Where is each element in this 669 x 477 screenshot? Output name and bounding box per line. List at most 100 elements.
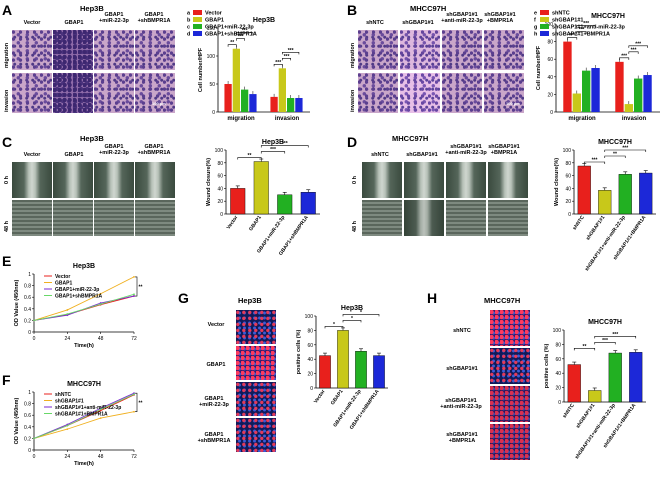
F-line-series-2 xyxy=(33,392,135,439)
G-bar-ytick-label-4: 80 xyxy=(307,328,313,334)
micrograph-b-shntc-migration xyxy=(358,30,398,70)
B-bar-legend-key-3: h xyxy=(534,32,538,38)
E-line-sig-label-0: ** xyxy=(139,284,143,290)
D-bar-bar-2 xyxy=(618,174,632,215)
B-bar-bar-0-3 xyxy=(591,68,600,112)
G-bar-ytick-label-0: 0 xyxy=(310,386,313,392)
micrograph-b-shntc-invasion xyxy=(358,73,398,113)
E-line-ytick-label-4: 0.8 xyxy=(24,284,31,290)
panel-h-row-3: shGBAP1#1 +BMPR1A xyxy=(446,432,478,444)
H-bar-xtick-label-0: shNTC xyxy=(562,402,576,419)
E-line-legend-label-0: Vector xyxy=(55,274,70,280)
scale-bar-b: 100 μm xyxy=(506,101,520,106)
wound-d-shntc-48h xyxy=(362,200,402,236)
panel-b-col-2: shGBAP1#1 +anti-miR-22-3p xyxy=(441,12,483,24)
E-line-point-3-2 xyxy=(99,303,102,306)
F-line-ylabel: OD Value (450nm) xyxy=(14,397,20,444)
D-bar-ytick-label-2: 40 xyxy=(565,186,571,192)
F-line-legend-label-2: shGBAP1#1+anti-miR-22-3p xyxy=(55,405,121,411)
fluor-g-gbap1 xyxy=(236,346,276,380)
B-bar-bar-0-2 xyxy=(582,70,591,112)
G-bar-bar-3 xyxy=(373,355,385,389)
C-bar-ytick-label-0: 0 xyxy=(220,212,223,218)
C-bar-xtick-label-0: Vector xyxy=(226,215,240,231)
wound-d-shntc-0h xyxy=(362,162,402,198)
wound-c-sh-48h xyxy=(135,200,175,236)
F-line-point-1-3 xyxy=(133,410,135,413)
E-line-xlabel: Time(h) xyxy=(74,343,94,349)
B-bar-ytick-label-3: 60 xyxy=(547,57,553,63)
E-line-title: Hep3B xyxy=(73,263,95,270)
panel-a-col-2: GBAP1 +miR-22-3p xyxy=(99,12,129,24)
C-bar-ylabel: Wound closure(%) xyxy=(206,158,212,206)
F-line-point-3-0 xyxy=(33,437,35,440)
B-bar-ytick-label-0: 0 xyxy=(550,110,553,116)
A-bar-sig-bracket-1 xyxy=(236,38,245,41)
G-bar-sig-bracket-2 xyxy=(342,314,380,317)
micrograph-b-shgbap1-migration xyxy=(400,30,440,70)
micrograph-b-anti-migration xyxy=(442,30,482,70)
panel-label-g: G xyxy=(178,290,189,306)
G-bar-ytick-label-3: 60 xyxy=(307,343,313,349)
C-bar-bar-1 xyxy=(253,161,269,215)
G-bar-ytick-label-5: 100 xyxy=(305,314,314,320)
H-bar-ytick-label-0: 0 xyxy=(558,400,561,406)
panel-label-e: E xyxy=(2,253,12,269)
F-line-point-1-2 xyxy=(99,417,102,419)
D-bar-ytick-label-4: 80 xyxy=(565,161,571,167)
panel-label-c: C xyxy=(2,134,13,150)
G-bar-ytick-label-1: 20 xyxy=(307,372,313,378)
G-bar-bar-1 xyxy=(337,330,349,389)
F-line-xlabel: Time(h) xyxy=(74,461,94,467)
B-bar-legend-label-3: shGBAP1#1+BMPR1A xyxy=(552,32,610,38)
B-bar-bar-1-0 xyxy=(615,61,624,112)
C-bar-xtick-label-1: GBAP1 xyxy=(248,215,263,233)
A-bar-sig-bracket-4 xyxy=(282,58,291,61)
F-line-legend-label-1: shGBAP1#1 xyxy=(55,399,84,405)
wound-d-bmpr1a-48h xyxy=(488,200,528,236)
C-bar-ytick-label-4: 80 xyxy=(217,161,223,167)
panel-a-cellline: Hep3B xyxy=(80,4,104,13)
B-bar-ytick-label-1: 20 xyxy=(547,92,553,98)
G-bar-sig-label-0: * xyxy=(333,322,335,328)
panel-a-col-1: GBAP1 xyxy=(64,20,84,26)
panel-label-a: A xyxy=(2,2,13,18)
B-bar-sig-bracket-3 xyxy=(619,57,630,60)
fluor-g-vector xyxy=(236,310,276,344)
H-bar-sig-bracket-1 xyxy=(594,342,616,345)
micrograph-a-mir-migration xyxy=(94,30,134,70)
fluor-h-bmpr1a xyxy=(490,424,530,460)
C-bar-ytick-label-5: 100 xyxy=(215,148,224,154)
H-bar-sig-label-1: *** xyxy=(602,338,608,344)
fluor-h-anti xyxy=(490,386,530,422)
A-bar-xtick-label-1: invasion xyxy=(275,116,300,122)
panel-b-col-3: shGBAP1#1 +BMPR1A xyxy=(484,12,516,24)
F-line-ytick-label-4: 0.8 xyxy=(24,402,31,408)
A-bar-xtick-label-0: migration xyxy=(227,116,255,122)
B-bar-ytick-label-2: 40 xyxy=(547,75,553,81)
panel-h-row-0: shNTC xyxy=(453,328,471,334)
F-line-sig-bracket-0 xyxy=(135,392,138,413)
panel-label-f: F xyxy=(2,372,11,388)
D-bar-bar-1 xyxy=(598,190,612,215)
A-bar-bar-1-2 xyxy=(287,98,295,112)
micrograph-b-shgbap1-invasion xyxy=(400,73,440,113)
E-line-point-1-2 xyxy=(99,292,102,295)
B-bar-bar-1-1 xyxy=(624,104,633,112)
panel-c-col-2: GBAP1 +miR-22-3p xyxy=(99,144,129,156)
F-line-point-1-1 xyxy=(66,428,69,431)
E-line-series-3 xyxy=(33,293,135,321)
E-line-point-1-3 xyxy=(133,276,135,278)
panel-a-col-3: GBAP1 +shBMPR1A xyxy=(137,12,171,24)
C-bar-ytick-label-3: 60 xyxy=(217,174,223,180)
A-bar-bar-0-2 xyxy=(241,89,249,112)
F-line-series-3 xyxy=(33,393,135,439)
B-bar-legend-swatch-0 xyxy=(540,10,549,15)
D-bar-sig-bracket-0 xyxy=(583,161,606,164)
B-bar-sig-bracket-1 xyxy=(576,31,587,34)
A-bar-legend-key-1: b xyxy=(187,18,191,24)
F-line-xtick-label-1: 24 xyxy=(65,454,71,460)
A-bar-bar-0-1 xyxy=(232,48,240,112)
H-bar-sig-label-0: ** xyxy=(583,344,587,350)
F-line-series-1 xyxy=(33,411,135,439)
